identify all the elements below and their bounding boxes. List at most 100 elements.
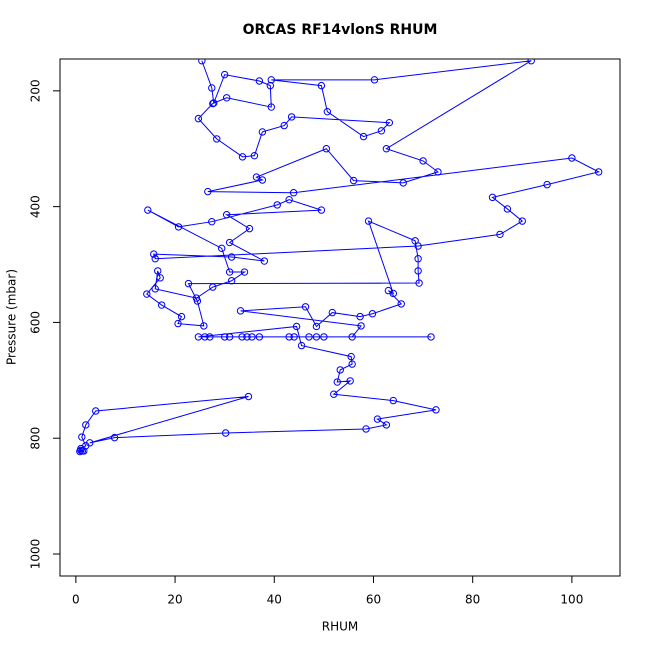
data-point	[382, 145, 391, 153]
data-point	[397, 300, 405, 308]
y-axis-label: Pressure (mbar)	[5, 269, 19, 365]
data-point	[92, 407, 100, 415]
data-point	[238, 153, 247, 161]
data-point	[156, 274, 164, 282]
data-point	[204, 187, 212, 196]
data-point	[364, 217, 373, 225]
data-point	[382, 421, 391, 429]
data-point	[260, 257, 269, 265]
x-axis-label: RHUM	[322, 620, 359, 634]
data-point	[285, 333, 293, 341]
data-point	[370, 76, 379, 84]
data-point	[389, 396, 398, 405]
data-point	[267, 76, 276, 84]
data-point	[359, 132, 368, 141]
data-point	[336, 366, 344, 374]
data-point	[312, 333, 321, 341]
data-point	[144, 206, 152, 214]
data-point	[280, 121, 288, 130]
data-point	[347, 352, 355, 361]
x-tick-label: 40	[267, 593, 282, 607]
data-point	[362, 425, 370, 433]
data-point	[200, 322, 208, 330]
data-point	[357, 322, 365, 330]
data-point	[177, 312, 186, 321]
data-point	[252, 173, 261, 181]
data-point	[222, 94, 231, 102]
data-point	[285, 195, 293, 204]
data-point	[221, 429, 230, 437]
data-point	[255, 77, 264, 85]
data-point	[385, 118, 394, 127]
data-point	[258, 176, 267, 184]
data-point	[317, 206, 326, 214]
data-point	[255, 333, 264, 341]
y-tick-label: 400	[29, 195, 43, 218]
data-point	[384, 286, 393, 295]
x-tick-label: 0	[72, 593, 80, 607]
data-point	[154, 267, 162, 275]
y-tick-label: 1000	[29, 539, 43, 570]
data-point	[292, 322, 301, 331]
x-tick-label: 80	[465, 593, 480, 607]
y-tick-label: 800	[29, 427, 43, 450]
data-point	[427, 333, 435, 341]
data-point	[328, 308, 337, 317]
data-point	[414, 255, 422, 263]
data-point	[399, 179, 407, 187]
y-tick-label: 600	[29, 311, 43, 334]
data-point	[151, 285, 159, 293]
plot-frame	[59, 58, 621, 577]
data-point	[349, 176, 358, 185]
data-point	[244, 392, 253, 401]
data-point	[323, 107, 332, 116]
data-point	[248, 333, 256, 341]
x-tick-label: 20	[167, 593, 182, 607]
data-point	[225, 268, 234, 276]
data-point	[273, 201, 281, 209]
data-point	[220, 70, 229, 79]
data-point	[267, 103, 276, 111]
data-point	[333, 378, 341, 386]
data-point	[151, 255, 159, 263]
data-point	[227, 253, 236, 261]
data-point	[209, 99, 217, 108]
data-point	[238, 333, 246, 341]
data-point	[290, 333, 298, 341]
data-point	[82, 421, 90, 429]
data-point	[80, 447, 88, 455]
data-point	[194, 333, 203, 341]
data-point	[301, 303, 310, 311]
data-point	[432, 406, 440, 414]
data-point	[348, 333, 356, 341]
data-point	[258, 128, 267, 136]
data-point	[348, 360, 356, 368]
clip	[76, 59, 603, 456]
data-point	[496, 230, 504, 239]
data-point	[227, 277, 236, 285]
data-point	[568, 154, 576, 162]
data-point	[209, 283, 217, 291]
data-point	[312, 322, 321, 331]
data-point	[194, 114, 203, 123]
data-point	[518, 217, 526, 225]
data-point	[243, 333, 251, 341]
data-point	[594, 168, 603, 176]
data-point	[414, 267, 422, 275]
data-point	[322, 145, 331, 153]
x-tick-label: 60	[366, 593, 381, 607]
data-point	[184, 279, 193, 288]
data-point	[208, 217, 216, 226]
data-point	[317, 81, 326, 90]
data-point	[213, 135, 221, 143]
data-point	[150, 250, 158, 258]
data-point	[174, 223, 183, 231]
data-point	[198, 59, 206, 65]
data-point	[250, 151, 259, 160]
data-point	[222, 211, 231, 219]
data-point	[110, 433, 119, 442]
data-point	[77, 446, 85, 455]
data-point	[206, 333, 214, 341]
data-point	[225, 333, 234, 341]
data-point	[330, 390, 338, 398]
